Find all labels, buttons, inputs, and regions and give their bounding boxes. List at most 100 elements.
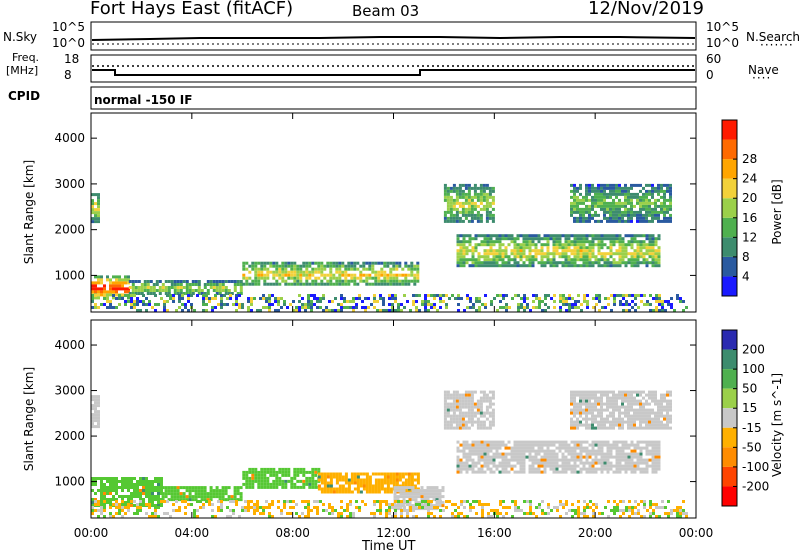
velocity-echo-cell bbox=[145, 486, 148, 489]
power-scatter-cell bbox=[322, 309, 325, 312]
velocity-echo-cell bbox=[474, 461, 478, 465]
velocity-echo-cell bbox=[127, 477, 130, 480]
velocity-scatter-cell bbox=[676, 512, 679, 515]
velocity-echo-cell bbox=[570, 440, 574, 444]
power-scatter-cell bbox=[655, 294, 658, 297]
velocity-echo-cell bbox=[495, 464, 499, 468]
velocity-echo-cell bbox=[600, 443, 604, 447]
power-echo-cell bbox=[383, 264, 387, 268]
power-scatter-cell bbox=[154, 303, 157, 306]
velocity-echo-cell bbox=[651, 423, 654, 427]
velocity-scatter-cell bbox=[634, 506, 637, 509]
velocity-echo-cell bbox=[314, 485, 318, 489]
power-echo-cell bbox=[639, 213, 642, 217]
velocity-echo-cell bbox=[579, 402, 582, 406]
power-scatter-cell bbox=[592, 306, 595, 309]
velocity-scatter-cell bbox=[568, 509, 571, 512]
power-echo-cell bbox=[344, 273, 348, 277]
power-echo-cell bbox=[164, 280, 168, 283]
power-echo-cell bbox=[462, 258, 466, 262]
velocity-echo-cell bbox=[157, 480, 160, 483]
power-echo-cell bbox=[558, 234, 562, 238]
velocity-echo-cell bbox=[464, 426, 468, 430]
power-scatter-cell bbox=[544, 297, 547, 300]
power-echo-cell bbox=[594, 261, 598, 265]
power-echo-cell bbox=[317, 282, 321, 286]
velocity-echo-cell bbox=[624, 420, 627, 424]
velocity-echo-cell bbox=[254, 473, 258, 477]
power-echo-cell bbox=[97, 217, 100, 221]
power-echo-cell bbox=[462, 240, 466, 244]
power-echo-cell bbox=[591, 243, 595, 247]
power-echo-cell bbox=[612, 240, 616, 244]
velocity-echo-cell bbox=[452, 405, 456, 409]
power-echo-cell bbox=[627, 216, 630, 220]
velocity-echo-cell bbox=[151, 498, 154, 501]
velocity-echo-cell bbox=[443, 402, 447, 406]
power-scatter-cell bbox=[142, 303, 145, 306]
velocity-echo-cell bbox=[359, 490, 363, 494]
power-echo-cell bbox=[485, 186, 489, 190]
velocity-echo-cell bbox=[498, 464, 502, 468]
velocity-echo-cell bbox=[449, 420, 453, 424]
velocity-echo-cell bbox=[284, 473, 288, 477]
velocity-scatter-cell bbox=[379, 503, 382, 506]
power-echo-cell bbox=[633, 195, 636, 199]
velocity-echo-cell bbox=[594, 461, 598, 465]
power-echo-cell bbox=[182, 286, 186, 289]
velocity-scatter-cell bbox=[280, 509, 283, 512]
power-echo-cell bbox=[642, 219, 645, 223]
velocity-echo-cell bbox=[594, 402, 597, 406]
velocity-echo-cell bbox=[338, 478, 342, 482]
velocity-echo-cell bbox=[456, 464, 460, 468]
velocity-echo-cell bbox=[597, 426, 600, 430]
velocity-echo-cell bbox=[591, 393, 594, 397]
velocity-echo-cell bbox=[420, 495, 424, 499]
velocity-echo-cell bbox=[618, 455, 622, 459]
power-echo-cell bbox=[564, 237, 568, 241]
power-echo-cell bbox=[471, 255, 475, 259]
velocity-echo-cell bbox=[389, 478, 393, 482]
velocity-scatter-cell bbox=[679, 506, 682, 509]
power-echo-cell bbox=[594, 201, 597, 205]
power-scatter-cell bbox=[493, 297, 496, 300]
power-scatter-cell bbox=[613, 300, 616, 303]
velocity-echo-cell bbox=[91, 395, 94, 399]
velocity-scatter-cell bbox=[355, 506, 358, 509]
power-echo-cell bbox=[97, 290, 100, 294]
velocity-echo-cell bbox=[615, 443, 619, 447]
power-echo-cell bbox=[546, 246, 550, 250]
velocity-scatter-cell bbox=[121, 509, 124, 512]
power-echo-cell bbox=[654, 240, 658, 244]
velocity-echo-cell bbox=[648, 411, 651, 415]
velocity-scatter-cell bbox=[439, 515, 442, 518]
power-echo-cell bbox=[488, 186, 492, 190]
velocity-echo-cell bbox=[609, 420, 612, 424]
power-echo-cell bbox=[534, 258, 538, 262]
power-scatter-cell bbox=[358, 294, 361, 297]
power-echo-cell bbox=[476, 216, 480, 220]
velocity-echo-cell bbox=[115, 477, 118, 480]
velocity-echo-cell bbox=[615, 455, 619, 459]
velocity-scatter-cell bbox=[454, 503, 457, 506]
velocity-echo-cell bbox=[585, 414, 588, 418]
velocity-echo-cell bbox=[612, 426, 615, 430]
power-echo-cell bbox=[651, 213, 654, 217]
velocity-echo-cell bbox=[432, 489, 436, 493]
power-echo-cell bbox=[570, 243, 574, 247]
velocity-echo-cell bbox=[94, 416, 97, 420]
velocity-echo-cell bbox=[248, 479, 252, 483]
power-scatter-cell bbox=[223, 294, 226, 297]
nave-tick-top: 60 bbox=[706, 52, 722, 66]
velocity-scatter-cell bbox=[472, 506, 475, 509]
velocity-echo-cell bbox=[588, 399, 591, 403]
velocity-echo-cell bbox=[669, 417, 672, 421]
velocity-echo-cell bbox=[480, 464, 484, 468]
velocity-scatter-cell bbox=[478, 500, 481, 503]
power-echo-cell bbox=[633, 210, 636, 214]
power-echo-cell bbox=[317, 264, 321, 268]
power-echo-cell bbox=[615, 195, 618, 199]
power-scatter-cell bbox=[139, 300, 142, 303]
power-echo-cell bbox=[597, 237, 601, 241]
power-echo-cell bbox=[621, 240, 625, 244]
